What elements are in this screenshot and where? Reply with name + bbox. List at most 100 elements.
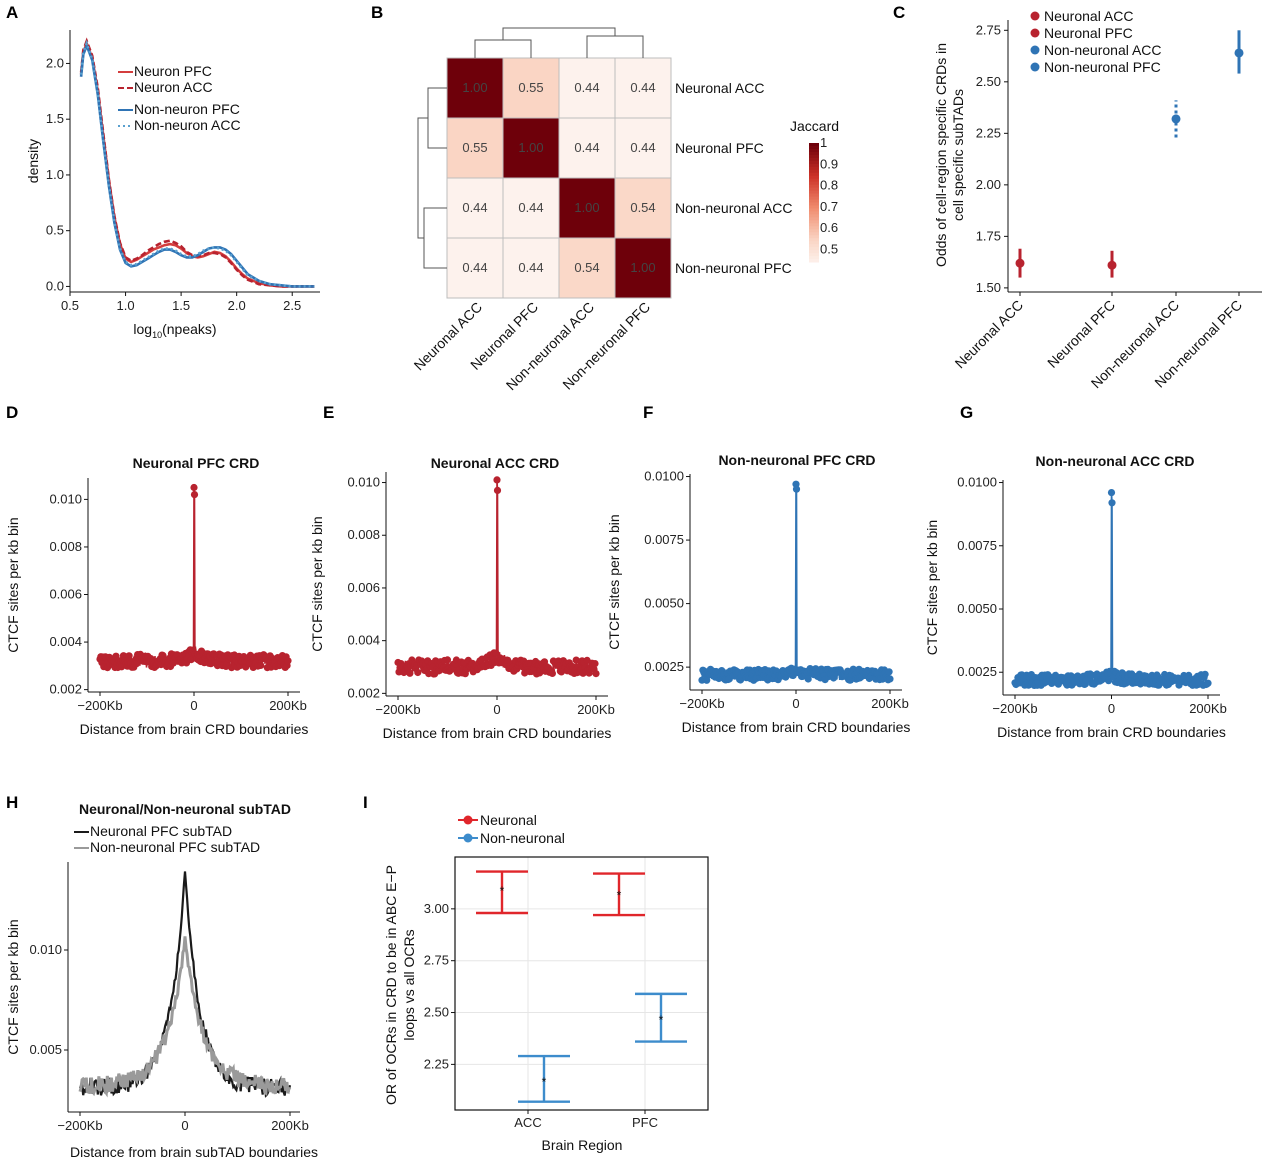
b-cell-value: 0.44 bbox=[574, 80, 599, 95]
b-dendrogram-top bbox=[474, 39, 532, 58]
ctcf-x-tick-label: 0 bbox=[190, 698, 197, 713]
b-legend-tick: 0.9 bbox=[820, 156, 838, 171]
b-legend-gradient-step bbox=[809, 214, 819, 218]
b-legend-gradient-step bbox=[809, 217, 819, 221]
ctcf-y-axis-label: CTCF sites per kb bin bbox=[309, 516, 325, 651]
a-x-tick-label: 1.0 bbox=[117, 298, 135, 313]
ctcf-profile-line bbox=[397, 479, 597, 677]
ctcf-x-tick-label: 0 bbox=[493, 702, 500, 717]
ctcf-data-point bbox=[865, 674, 873, 683]
ctcf-plot-title: Non-neuronal PFC CRD bbox=[718, 452, 875, 468]
ctcf-x-tick-label: 200Kb bbox=[269, 698, 307, 713]
a-y-tick-label: 2.0 bbox=[46, 55, 64, 70]
c-legend-entry: Neuronal PFC bbox=[1044, 25, 1133, 41]
b-legend-gradient-step bbox=[809, 169, 819, 174]
b-cell-value: 0.44 bbox=[574, 140, 599, 155]
ctcf-profile-line bbox=[99, 487, 289, 671]
b-legend-gradient-step bbox=[809, 253, 819, 257]
panel-label-g: G bbox=[960, 403, 973, 422]
ctcf-y-tick-label: 0.0075 bbox=[957, 538, 997, 553]
ctcf-y-tick-label: 0.002 bbox=[347, 685, 380, 700]
b-heatmap-cell bbox=[502, 177, 560, 239]
ctcf-profile-line bbox=[701, 484, 891, 683]
ctcf-y-tick-label: 0.0025 bbox=[644, 659, 684, 674]
ctcf-x-tick-label: 0 bbox=[792, 696, 799, 711]
i-error-bar bbox=[518, 1054, 570, 1103]
c-y-axis-label-line1: Odds of cell-region specific CRDs in bbox=[933, 43, 949, 267]
a-legend-entry-1: Neuron ACC bbox=[134, 79, 213, 95]
ctcf-data-point bbox=[406, 669, 414, 677]
c-y-tick-label: 2.50 bbox=[976, 74, 1001, 89]
b-legend-gradient-step bbox=[809, 211, 819, 215]
ctcf-y-tick-label: 0.006 bbox=[49, 587, 82, 602]
a-legend-entry-3: Non-neuron ACC bbox=[134, 117, 241, 133]
ctcf-data-point bbox=[493, 476, 501, 484]
h-x-tick-label: 200Kb bbox=[271, 1118, 309, 1133]
b-legend-gradient-step bbox=[809, 190, 819, 195]
panel-label-c: C bbox=[893, 3, 905, 22]
c-y-tick-label: 1.75 bbox=[976, 228, 1001, 243]
a-legend-entry-0: Neuron PFC bbox=[134, 63, 212, 79]
i-point-marker: * bbox=[500, 884, 505, 898]
ctcf-x-tick-label: 200Kb bbox=[1189, 701, 1227, 716]
ctcf-plot-title: Non-neuronal ACC CRD bbox=[1036, 453, 1195, 469]
b-legend-gradient-step bbox=[809, 259, 819, 263]
ctcf-data-point bbox=[592, 670, 600, 678]
i-x-tick-label: ACC bbox=[514, 1115, 541, 1130]
panel-label-b: B bbox=[371, 3, 383, 22]
ctcf-y-axis-label: CTCF sites per kb bin bbox=[606, 514, 622, 649]
ctcf-y-tick-label: 0.004 bbox=[49, 634, 82, 649]
h-series-line-1 bbox=[78, 936, 292, 1098]
b-legend-title: Jaccard bbox=[790, 118, 839, 134]
ctcf-y-axis-label: CTCF sites per kb bin bbox=[924, 520, 940, 655]
ctcf-y-tick-label: 0.0050 bbox=[644, 596, 684, 611]
h-y-axis-label: CTCF sites per kb bin bbox=[5, 919, 21, 1054]
ctcf-data-point bbox=[792, 485, 801, 493]
h-x-tick-label: 0 bbox=[181, 1118, 188, 1133]
i-y-tick-label: 3.00 bbox=[424, 901, 449, 916]
h-x-tick-label: −200Kb bbox=[57, 1118, 102, 1133]
i-error-bar bbox=[635, 992, 687, 1043]
panel-label-h: H bbox=[6, 793, 18, 812]
c-y-tick-label: 2.00 bbox=[976, 177, 1001, 192]
ctcf-data-point bbox=[284, 657, 292, 665]
b-legend-gradient-step bbox=[809, 151, 819, 156]
c-legend-marker bbox=[1030, 62, 1040, 72]
ctcf-data-point bbox=[257, 661, 265, 670]
panel-e-ctcf-plot: Neuronal ACC CRD 0.002 0.004 0.006 0.008 0.01… bbox=[309, 455, 615, 741]
ctcf-y-tick-label: 0.0025 bbox=[957, 664, 997, 679]
c-data-point bbox=[1015, 258, 1025, 268]
a-x-tick-label: 1.5 bbox=[172, 298, 190, 313]
i-y-tick-label: 2.50 bbox=[424, 1005, 449, 1020]
b-legend-gradient-step bbox=[809, 181, 819, 186]
h-series-line-0 bbox=[78, 871, 292, 1098]
b-legend-tick: 0.6 bbox=[820, 220, 838, 235]
ctcf-x-axis-label: Distance from brain CRD boundaries bbox=[682, 719, 911, 735]
panel-label-a: A bbox=[6, 3, 18, 22]
ctcf-x-axis-label: Distance from brain CRD boundaries bbox=[383, 725, 612, 741]
a-x-axis-label: log10(npeaks) bbox=[133, 321, 216, 340]
b-legend-gradient-step bbox=[809, 202, 819, 206]
b-legend-gradient-step bbox=[809, 235, 819, 239]
c-y-tick-label: 1.50 bbox=[976, 280, 1001, 295]
b-legend-gradient-step bbox=[809, 148, 819, 153]
b-legend-gradient-step bbox=[809, 199, 819, 203]
b-legend-gradient-step bbox=[809, 163, 819, 168]
a-series-line-3 bbox=[79, 39, 315, 288]
i-x-tick-label: PFC bbox=[632, 1115, 658, 1130]
ctcf-x-tick-label: −200Kb bbox=[992, 701, 1037, 716]
i-point-marker: * bbox=[617, 888, 622, 902]
c-y-axis-label-line2: cell specific subTADs bbox=[950, 89, 966, 221]
ctcf-profile-line bbox=[1014, 492, 1209, 688]
b-legend-gradient-step bbox=[809, 229, 819, 233]
b-cell-value: 0.44 bbox=[630, 140, 655, 155]
b-cell-value: 0.54 bbox=[574, 260, 599, 275]
b-cell-value: 0.55 bbox=[518, 80, 543, 95]
a-y-tick-label: 0.5 bbox=[46, 223, 64, 238]
b-legend-gradient-step bbox=[809, 232, 819, 236]
c-legend-entry: Non-neuronal ACC bbox=[1044, 42, 1162, 58]
ctcf-x-axis-label: Distance from brain CRD boundaries bbox=[80, 721, 309, 737]
b-cell-value: 0.44 bbox=[462, 200, 487, 215]
b-heatmap-cell bbox=[614, 237, 672, 299]
